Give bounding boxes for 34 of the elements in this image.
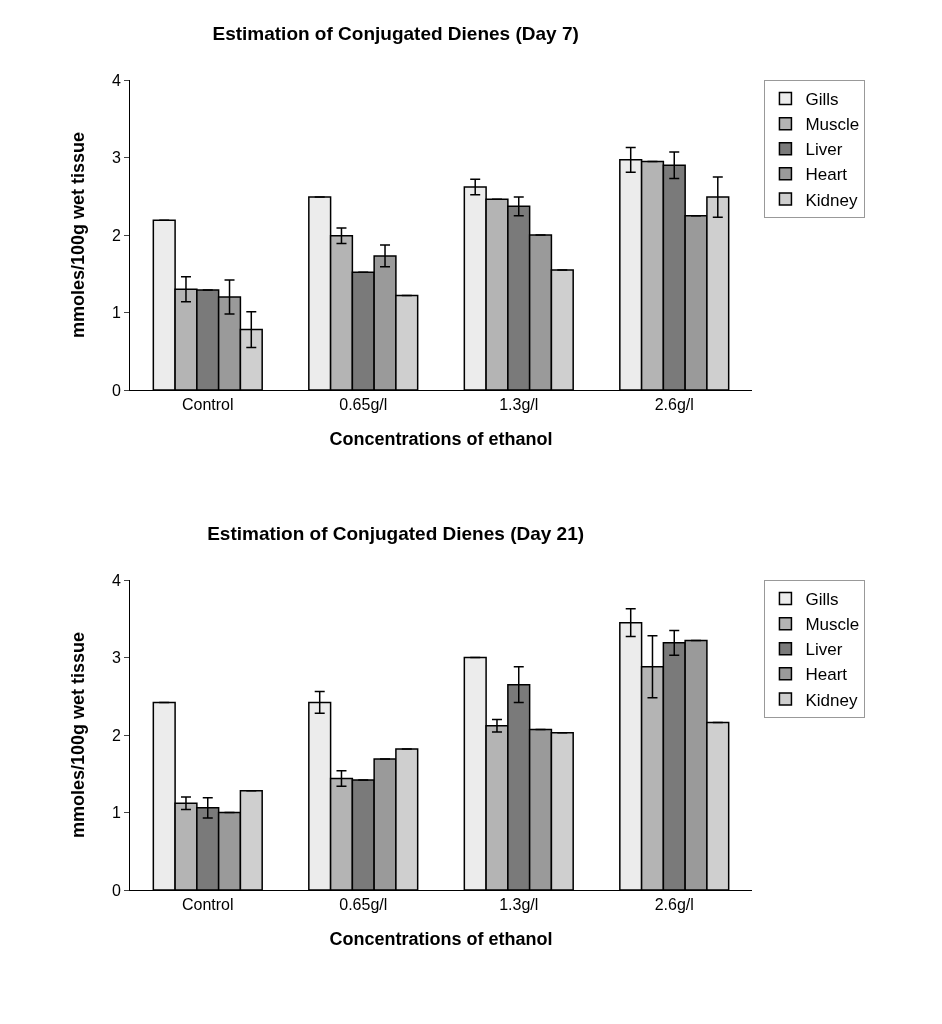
x-tick-label: 0.65g/l	[339, 896, 388, 914]
legend-label: Muscle	[805, 615, 860, 635]
chart-title: Estimation of Conjugated Dienes (Day 21)	[207, 523, 585, 544]
legend-label: Muscle	[805, 115, 860, 135]
x-tick-label: 2.6g/l	[654, 896, 694, 914]
y-tick-label: 4	[111, 71, 121, 89]
y-tick-label: 3	[111, 149, 121, 167]
x-axis-title: Concentrations of ethanol	[329, 429, 553, 450]
legend-label: Liver	[805, 640, 843, 660]
x-tick-label: Control	[181, 396, 234, 414]
legend-label: Gills	[805, 590, 839, 610]
legend-label: Gills	[805, 90, 839, 110]
legend-label: Kidney	[805, 190, 858, 210]
y-axis-title: mmoles/100g wet tissue	[68, 631, 88, 839]
y-tick-label: 0	[111, 381, 121, 399]
y-tick-label: 0	[111, 881, 121, 899]
y-tick-label: 1	[111, 804, 121, 822]
y-tick-label: 3	[111, 649, 121, 667]
x-tick-label: 2.6g/l	[654, 396, 694, 414]
x-tick-label: Control	[181, 896, 234, 914]
y-axis-title: mmoles/100g wet tissue	[68, 131, 88, 339]
legend-label: Liver	[805, 140, 843, 160]
x-tick-label: 1.3g/l	[499, 396, 539, 414]
y-tick-label: 2	[111, 226, 121, 244]
y-tick-label: 2	[111, 726, 121, 744]
x-tick-label: 0.65g/l	[339, 396, 388, 414]
chart-title: Estimation of Conjugated Dienes (Day 7)	[212, 23, 579, 44]
legend-label: Heart	[805, 665, 848, 685]
legend-label: Kidney	[805, 690, 858, 710]
y-tick-label: 1	[111, 304, 121, 322]
x-axis-title: Concentrations of ethanol	[329, 929, 553, 950]
legend-label: Heart	[805, 165, 848, 185]
x-tick-label: 1.3g/l	[499, 896, 539, 914]
y-tick-label: 4	[111, 571, 121, 589]
